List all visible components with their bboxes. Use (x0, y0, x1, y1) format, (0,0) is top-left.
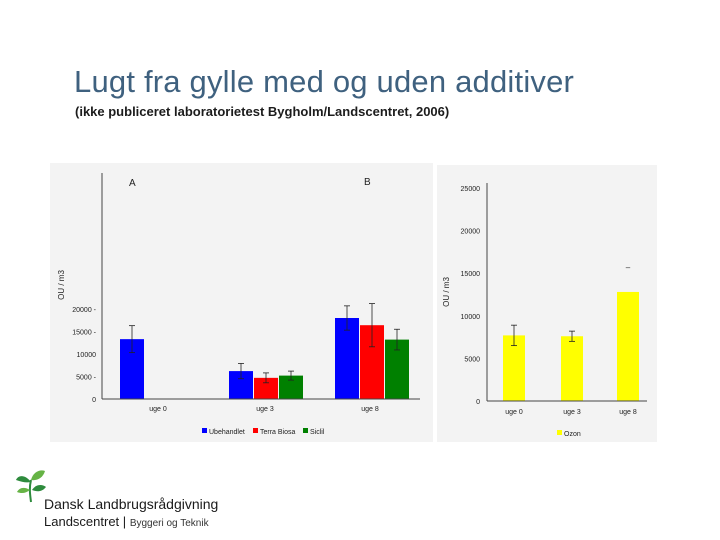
x-tick-label: uge 0 (505, 409, 523, 416)
x-tick-label: uge 8 (619, 409, 637, 416)
bar-ozon-1 (561, 336, 583, 401)
legend-swatch (557, 430, 562, 435)
slide-title: Lugt fra gylle med og uden additiver (74, 64, 575, 99)
x-tick-label: uge 3 (256, 406, 274, 413)
bar-ozon-2 (617, 291, 639, 401)
unit-name: Landscentret (44, 514, 120, 529)
y-tick-label: 15000 - (72, 330, 96, 337)
legend-swatch (303, 428, 308, 433)
y-tick-label: 10000 (461, 314, 481, 321)
y-tick-label: 20000 - (72, 307, 96, 314)
brand-separator: | (122, 514, 127, 529)
brand-name: Dansk Landbrugsrådgivning (44, 496, 219, 512)
y-axis-label: OU / m3 (442, 277, 451, 307)
legend-swatch (253, 428, 258, 433)
y-tick-label: 20000 (461, 229, 481, 236)
legend-label: Terra Biosa (260, 429, 296, 436)
y-axis-label: OU / m3 (57, 270, 66, 300)
department-name: Byggeri og Teknik (129, 518, 209, 529)
bar-ubehandlet-2 (335, 318, 359, 399)
panel-label-a: A (129, 178, 136, 189)
x-tick-label: uge 8 (361, 406, 379, 413)
brand-unit: Landscentret | Byggeri og Teknik (44, 514, 209, 529)
legend-label: Siclil (310, 429, 325, 436)
leaf-logo-icon (16, 470, 46, 503)
y-tick-label: 0 (92, 397, 96, 404)
y-tick-label: 0 (476, 399, 480, 406)
annotation-mark: – (626, 263, 631, 272)
y-tick-label: 25000 (461, 186, 481, 193)
bar-ozon-0 (503, 335, 525, 401)
y-tick-label: 5000 (464, 356, 480, 363)
panel-label-b: B (364, 177, 371, 188)
chart-right: 0 5000 10000 15000 20000 25000 OU / m3 – uge 0 ug… (442, 183, 647, 438)
y-tick-label: 10000 (77, 352, 97, 359)
chart-panel-right: 0 5000 10000 15000 20000 25000 OU / m3 – uge 0 ug… (437, 165, 657, 442)
bar-terra-biosa-1 (254, 377, 278, 399)
y-tick-label: 15000 (461, 271, 481, 278)
slide-subtitle: (ikke publiceret laboratorietest Bygholm… (75, 104, 450, 119)
x-tick-label: uge 3 (563, 409, 581, 416)
legend-label: Ubehandlet (209, 429, 245, 436)
bar-siclil-1 (279, 375, 303, 399)
y-tick-label: 5000 - (76, 375, 97, 382)
legend-label: Ozon (564, 431, 581, 438)
x-tick-label: uge 0 (149, 406, 167, 413)
legend-swatch (202, 428, 207, 433)
